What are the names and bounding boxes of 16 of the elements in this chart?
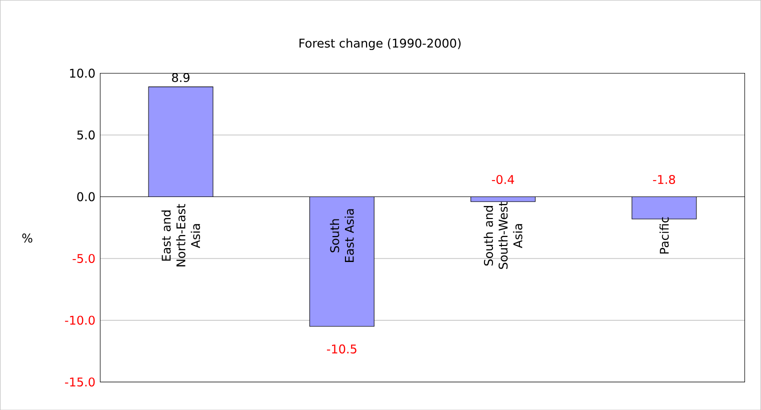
x-tick-label: East and North-East Asia	[161, 204, 200, 266]
x-tick-label: Pacific	[660, 217, 669, 254]
y-tick-label: -15.0	[65, 377, 95, 386]
x-tick-label: South East Asia	[330, 209, 354, 262]
y-tick-label: -10.0	[65, 316, 95, 325]
y-tick-label: -5.0	[72, 254, 95, 263]
y-axis-title: %	[22, 233, 32, 243]
y-tick-label: 5.0	[77, 130, 95, 140]
data-label: -1.8	[653, 174, 676, 184]
y-tick-label: 10.0	[70, 68, 95, 78]
data-label: -0.4	[492, 174, 514, 184]
chart-title: Forest change (1990-2000)	[300, 38, 461, 50]
x-tick-label: South and South-West Asia	[484, 202, 522, 269]
y-tick-label: 0.0	[77, 192, 95, 202]
data-label: -10.5	[326, 344, 356, 354]
data-label: 8.9	[172, 72, 190, 82]
